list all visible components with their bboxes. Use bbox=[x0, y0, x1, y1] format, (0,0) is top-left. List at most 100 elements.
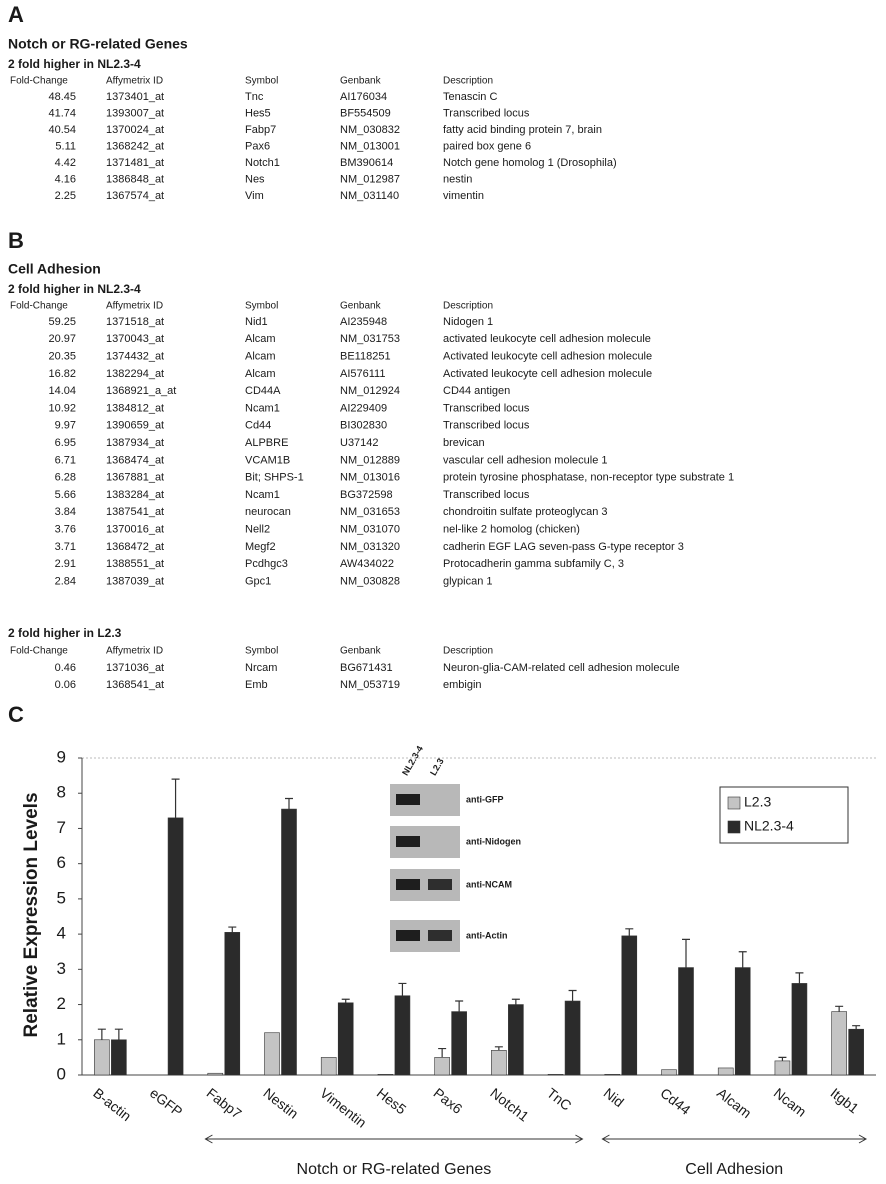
table-cell: NM_031653 bbox=[340, 506, 400, 518]
table-cell: Nell2 bbox=[245, 524, 270, 536]
table-cell: 16.82 bbox=[48, 368, 76, 380]
table-cell: 10.92 bbox=[48, 402, 76, 414]
table-cell: Nidogen 1 bbox=[443, 316, 493, 328]
table-cell: NM_031140 bbox=[340, 190, 399, 202]
table-cell: AI576111 bbox=[340, 368, 385, 380]
y-tick-label: 5 bbox=[57, 888, 66, 907]
table-cell: 3.71 bbox=[55, 541, 76, 553]
table-cell: nel-like 2 homolog (chicken) bbox=[443, 524, 580, 536]
table-cell: NM_031070 bbox=[340, 524, 400, 536]
legend-box bbox=[720, 787, 848, 843]
table-cell: nestin bbox=[443, 173, 472, 185]
table-cell: NM_053719 bbox=[340, 679, 400, 691]
table-cell: Emb bbox=[245, 679, 268, 691]
blot-band bbox=[396, 836, 420, 847]
bar bbox=[849, 1029, 864, 1075]
bar bbox=[679, 968, 694, 1075]
table-cell: BF554509 bbox=[340, 107, 391, 119]
table-cell: 1371481_at bbox=[106, 157, 164, 169]
table-header: Description bbox=[443, 646, 493, 657]
panel-title: Cell Adhesion bbox=[8, 261, 101, 277]
table-cell: Nes bbox=[245, 173, 265, 185]
error-bar bbox=[172, 779, 180, 818]
table-cell: 1368921_a_at bbox=[106, 385, 176, 397]
panel-label: A bbox=[8, 2, 24, 27]
table-cell: 4.16 bbox=[55, 173, 76, 185]
error-bar bbox=[228, 927, 236, 932]
table-cell: 1368474_at bbox=[106, 454, 164, 466]
table-header: Symbol bbox=[245, 76, 278, 87]
bar bbox=[265, 1033, 280, 1075]
table-subtitle: 2 fold higher in NL2.3-4 bbox=[8, 57, 141, 71]
table-cell: Tnc bbox=[245, 91, 264, 103]
error-bar bbox=[455, 1001, 463, 1012]
table-cell: 5.66 bbox=[55, 489, 76, 501]
y-tick-label: 3 bbox=[57, 959, 66, 978]
bar bbox=[662, 1070, 677, 1075]
bar bbox=[338, 1003, 353, 1075]
x-tick-label: Hes5 bbox=[374, 1085, 410, 1118]
table-header: Description bbox=[443, 301, 493, 312]
table-cell: Alcam bbox=[245, 351, 276, 363]
table-cell: Alcam bbox=[245, 368, 276, 380]
bar bbox=[225, 932, 240, 1075]
bar bbox=[208, 1073, 223, 1075]
table-cell: 1370043_at bbox=[106, 333, 164, 345]
table-cell: 6.28 bbox=[55, 472, 76, 484]
bar bbox=[718, 1068, 733, 1075]
table-cell: U37142 bbox=[340, 437, 379, 449]
bracket-arrow bbox=[602, 1135, 866, 1143]
table-cell: Gpc1 bbox=[245, 575, 271, 587]
table-cell: 1374432_at bbox=[106, 351, 164, 363]
table-cell: Fabp7 bbox=[245, 124, 276, 136]
group-annotation: Cell Adhesion bbox=[685, 1161, 783, 1178]
table-cell: 1368541_at bbox=[106, 679, 164, 691]
legend-label: NL2.3-4 bbox=[744, 818, 794, 834]
blot-label: anti-NCAM bbox=[466, 879, 512, 889]
table-cell: NM_012924 bbox=[340, 385, 400, 397]
table-cell: Megf2 bbox=[245, 541, 276, 553]
x-tick-label: Nestin bbox=[260, 1085, 301, 1122]
y-tick-label: 1 bbox=[57, 1029, 66, 1048]
blot-band bbox=[396, 879, 420, 890]
table-header: Affymetrix ID bbox=[106, 301, 163, 312]
blot-lane-label: L2.3 bbox=[428, 757, 446, 778]
table-cell: Notch gene homolog 1 (Drosophila) bbox=[443, 157, 617, 169]
table-cell: Bit; SHPS-1 bbox=[245, 472, 304, 484]
bar bbox=[735, 968, 750, 1075]
table-cell: 0.46 bbox=[55, 662, 76, 674]
bar bbox=[775, 1061, 790, 1075]
blot-label: anti-Nidogen bbox=[466, 836, 521, 846]
group-annotation: Notch or RG-related Genes bbox=[297, 1161, 492, 1178]
table-header: Genbank bbox=[340, 301, 382, 312]
table-subtitle: 2 fold higher in NL2.3-4 bbox=[8, 282, 141, 296]
table-cell: 20.35 bbox=[48, 351, 76, 363]
x-tick-label: Cd44 bbox=[657, 1085, 693, 1118]
table-cell: 1387541_at bbox=[106, 506, 164, 518]
table-cell: paired box gene 6 bbox=[443, 140, 531, 152]
table-cell: 1382294_at bbox=[106, 368, 164, 380]
bar bbox=[622, 936, 637, 1075]
table-cell: 1370016_at bbox=[106, 524, 164, 536]
table-cell: Tenascin C bbox=[443, 91, 497, 103]
bar bbox=[832, 1012, 847, 1075]
error-bar bbox=[98, 1029, 106, 1040]
x-tick-label: Itgb1 bbox=[828, 1085, 863, 1117]
table-cell: 1370024_at bbox=[106, 124, 164, 136]
table-cell: 1387934_at bbox=[106, 437, 164, 449]
error-bar bbox=[495, 1047, 503, 1051]
table-cell: 20.97 bbox=[48, 333, 76, 345]
y-axis-label: Relative Expression Levels bbox=[21, 792, 42, 1037]
table-header: Fold-Change bbox=[10, 646, 68, 657]
table-cell: Alcam bbox=[245, 333, 276, 345]
error-bar bbox=[852, 1026, 860, 1030]
table-cell: BG372598 bbox=[340, 489, 393, 501]
table-cell: 14.04 bbox=[48, 385, 76, 397]
table-cell: Nid1 bbox=[245, 316, 268, 328]
error-bar bbox=[795, 973, 803, 984]
error-bar bbox=[569, 990, 577, 1001]
table-cell: NM_013016 bbox=[340, 472, 400, 484]
y-tick-label: 0 bbox=[57, 1064, 66, 1083]
table-cell: Transcribed locus bbox=[443, 489, 530, 501]
bar bbox=[378, 1074, 393, 1075]
